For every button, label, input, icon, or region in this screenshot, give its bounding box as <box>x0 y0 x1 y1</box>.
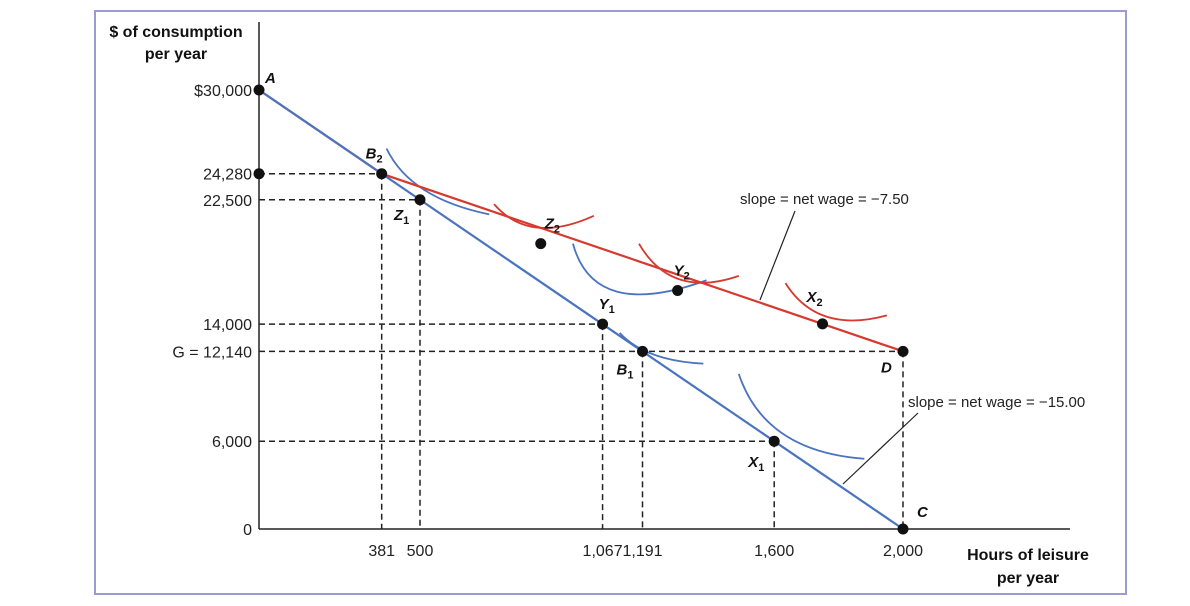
point-label-b2: B2 <box>366 146 383 166</box>
x-tick-label: 500 <box>407 543 434 560</box>
indifference-curve-y2 <box>638 243 740 284</box>
x-axis-title: Hours of leisure <box>967 547 1089 564</box>
indifference-curve-z1 <box>385 148 490 216</box>
point-z1 <box>414 194 426 206</box>
annotation-leader-blue <box>842 412 919 485</box>
point-a <box>253 84 265 96</box>
y-tick-label: 24,280 <box>203 167 252 184</box>
point-label-b1: B1 <box>617 361 634 381</box>
y-axis-title: $ of consumption <box>109 24 242 41</box>
y-tick-label: G = 12,140 <box>172 344 252 361</box>
point-label-c: C <box>917 504 929 521</box>
point-z2 <box>535 238 547 250</box>
point-label-subscript: 1 <box>403 215 409 227</box>
indifference-curve-x1 <box>737 373 865 460</box>
y-tick-label: 0 <box>243 522 252 539</box>
y-axis-title-line2: per year <box>145 46 207 63</box>
point-label-z2: Z2 <box>544 216 560 236</box>
point-x1 <box>768 435 780 447</box>
point-y2 <box>672 284 684 296</box>
point-label-a: A <box>264 70 276 87</box>
budget-line-blue <box>258 89 904 530</box>
point-label-subscript: 2 <box>817 297 823 309</box>
point-b2 <box>376 168 388 180</box>
chart-frame <box>94 10 1127 595</box>
annotation-blue-slope: slope = net wage = −15.00 <box>908 394 1085 411</box>
x-tick-label: 1,067 <box>583 543 623 560</box>
point-label-subscript: 2 <box>684 270 690 282</box>
point-label-d: D <box>881 359 892 376</box>
annotation-red-slope: slope = net wage = −7.50 <box>740 191 909 208</box>
point-label-y1: Y1 <box>599 296 615 316</box>
x-tick-label: 1,191 <box>622 543 662 560</box>
y-tick-label: 22,500 <box>203 193 252 210</box>
point-b1 <box>637 345 649 357</box>
point-label-subscript: 1 <box>758 462 764 474</box>
point-d <box>897 345 909 357</box>
y-tick-label: 6,000 <box>212 434 252 451</box>
y-tick-label: 14,000 <box>203 317 252 334</box>
point-label-z1: Z1 <box>393 207 409 227</box>
indifference-curve-y1 <box>572 243 707 296</box>
x-tick-label: 381 <box>368 543 395 560</box>
y-axis-dot <box>253 168 265 180</box>
indifference-curve-x2 <box>784 282 888 322</box>
x-axis-title-line2: per year <box>997 570 1059 587</box>
point-label-subscript: 2 <box>554 224 560 236</box>
point-x2 <box>817 318 828 330</box>
point-label-x2: X2 <box>806 289 823 309</box>
x-tick-label: 1,600 <box>754 543 794 560</box>
point-c <box>897 523 909 535</box>
indifference-curve-b1 <box>618 332 704 365</box>
point-label-y2: Y2 <box>674 262 690 282</box>
y-tick-label: $30,000 <box>194 83 252 100</box>
x-tick-label: 2,000 <box>883 543 923 560</box>
point-label-subscript: 1 <box>627 369 633 381</box>
point-label-subscript: 1 <box>609 304 615 316</box>
point-label-x1: X1 <box>747 454 764 474</box>
annotation-leader-red <box>759 210 796 301</box>
point-y1 <box>597 318 609 330</box>
point-label-subscript: 2 <box>377 154 383 166</box>
